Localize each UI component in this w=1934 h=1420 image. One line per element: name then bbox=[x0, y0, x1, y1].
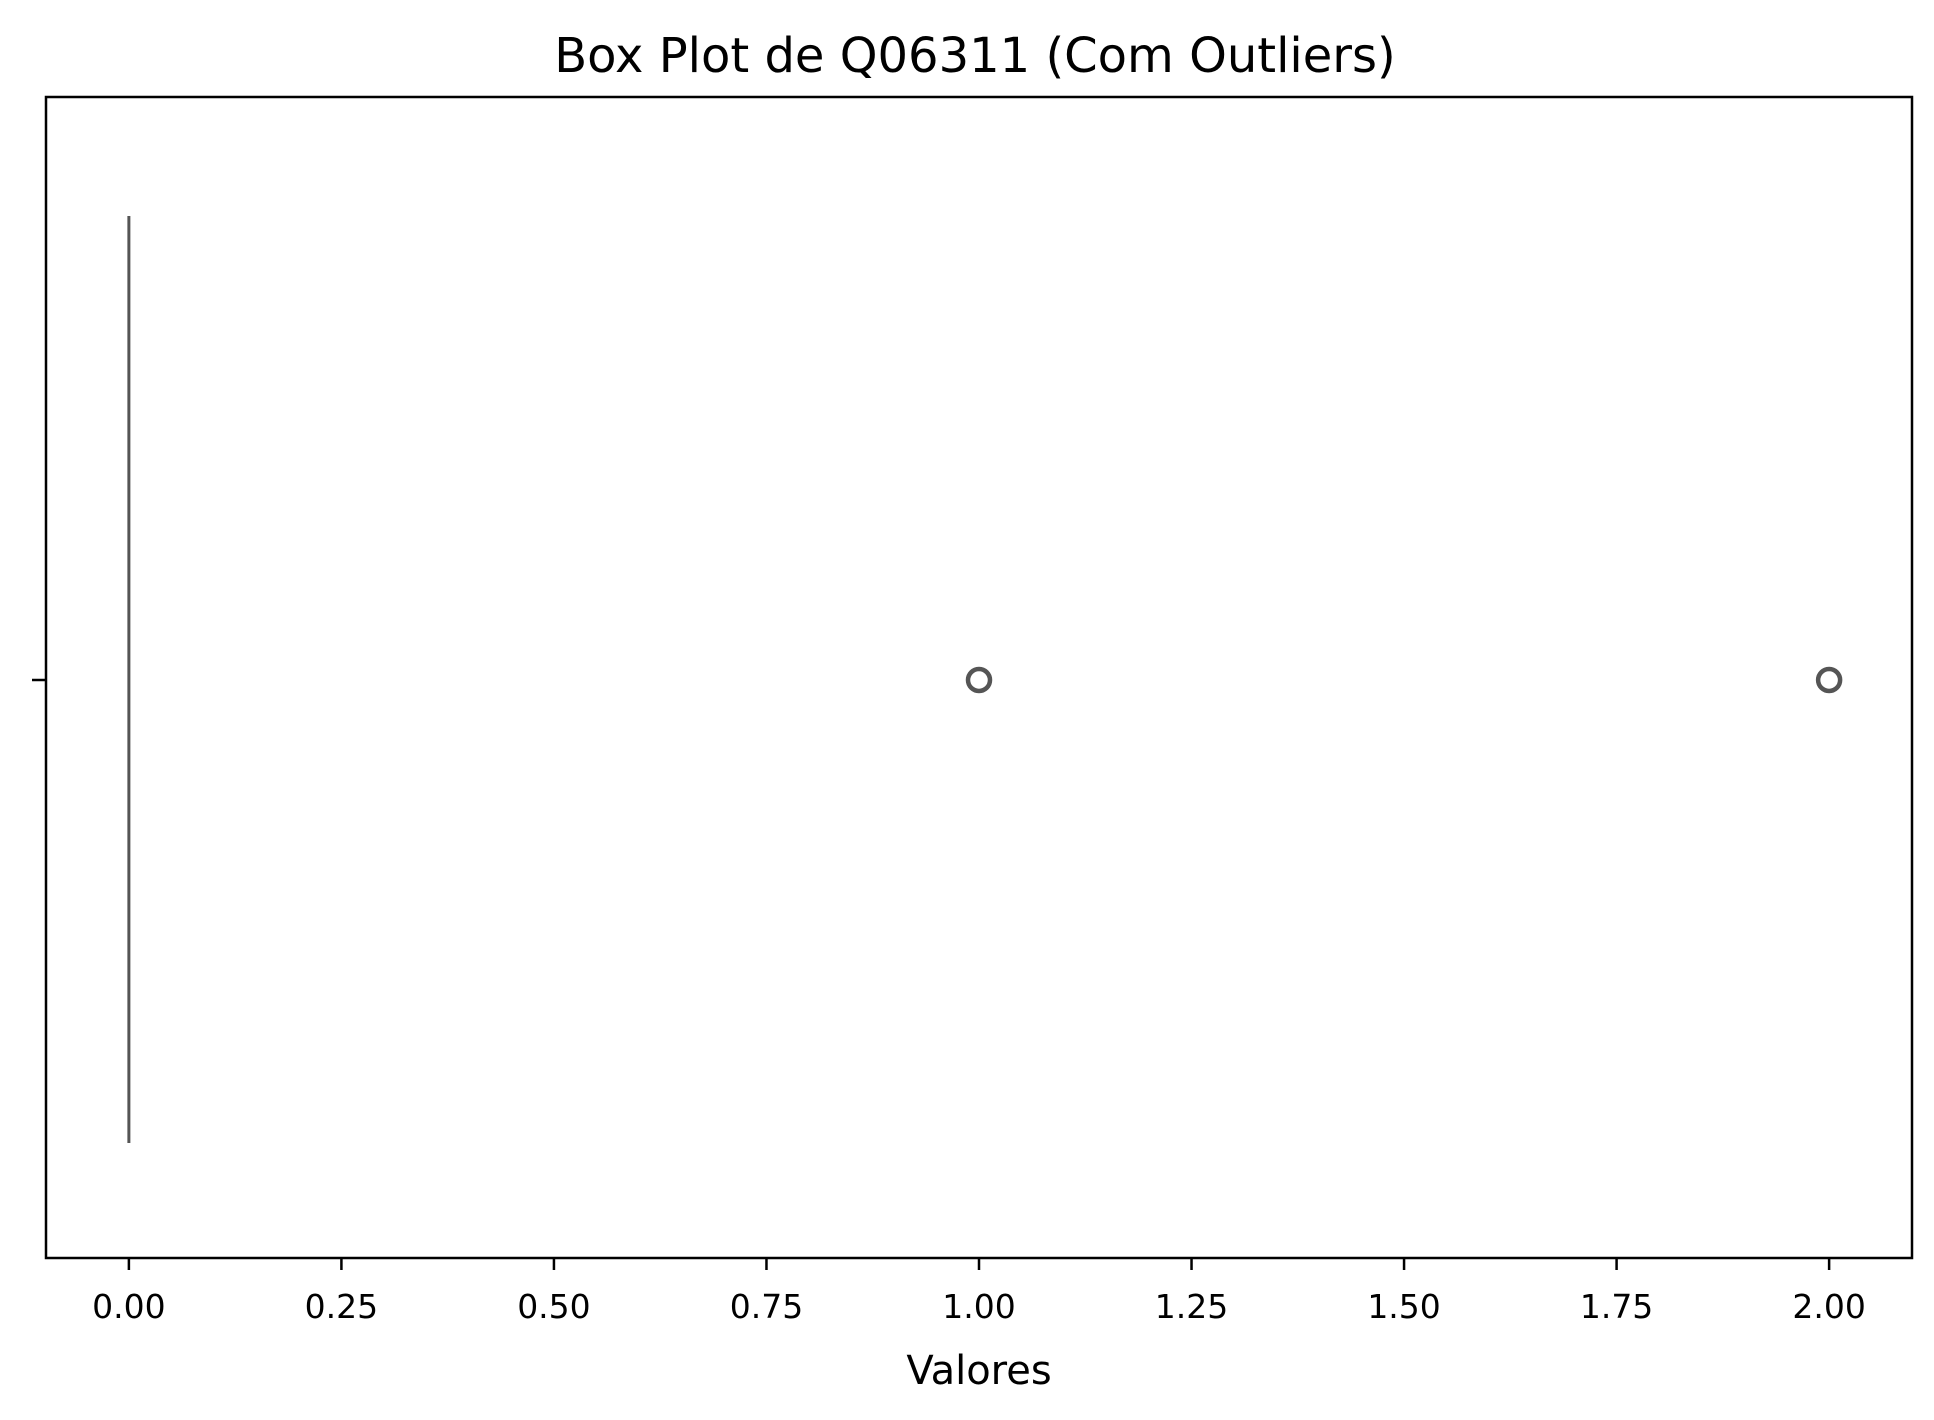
x-tick-label: 1.75 bbox=[1580, 1287, 1653, 1326]
x-tick-label: 1.00 bbox=[942, 1287, 1015, 1326]
outlier-point bbox=[1815, 666, 1843, 694]
x-tick-label: 1.25 bbox=[1155, 1287, 1228, 1326]
x-tick-label: 0.75 bbox=[730, 1287, 803, 1326]
x-tick-label: 0.00 bbox=[92, 1287, 165, 1326]
x-axis-label: Valores bbox=[906, 1348, 1051, 1394]
x-axis-ticks: 0.00 0.25 0.50 0.75 1.00 1.25 1.50 1.75 2.00 bbox=[92, 1258, 1866, 1326]
x-tick-label: 1.50 bbox=[1367, 1287, 1440, 1326]
chart-title: Box Plot de Q06311 (Com Outliers) bbox=[554, 28, 1396, 84]
x-tick-label: 0.25 bbox=[305, 1287, 378, 1326]
plot-area bbox=[127, 216, 1843, 1143]
axes-frame bbox=[44, 95, 1914, 1260]
x-tick-label: 0.50 bbox=[517, 1287, 590, 1326]
x-tick-label: 2.00 bbox=[1792, 1287, 1865, 1326]
outlier-point bbox=[965, 666, 993, 694]
